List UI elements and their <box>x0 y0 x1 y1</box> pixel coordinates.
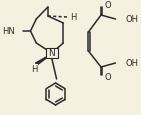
Text: HN: HN <box>2 27 15 36</box>
Text: H: H <box>70 13 76 22</box>
Text: OH: OH <box>125 15 138 24</box>
Text: H: H <box>31 65 38 74</box>
Text: O: O <box>104 73 111 82</box>
FancyBboxPatch shape <box>46 49 58 59</box>
Text: N: N <box>48 49 55 58</box>
Text: O: O <box>104 1 111 10</box>
Polygon shape <box>36 55 52 65</box>
Text: OH: OH <box>125 59 138 68</box>
